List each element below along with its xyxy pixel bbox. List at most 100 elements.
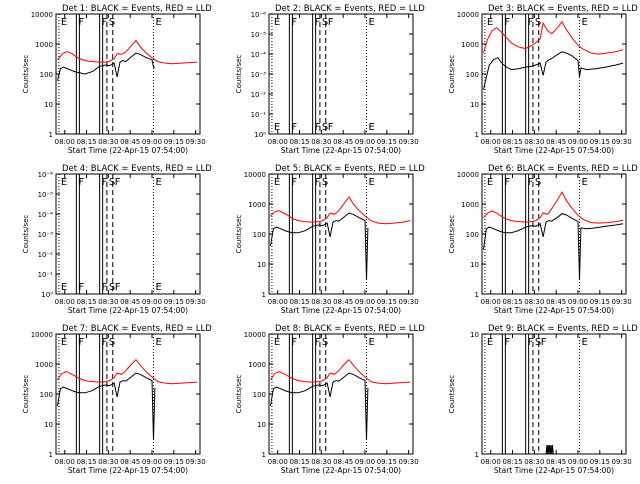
x-tick-label: 09:00 [568, 458, 588, 466]
y-tick-label: 10 [257, 421, 266, 429]
event-marker-label: F [528, 337, 534, 348]
y-tick-label: 10⁻⁵ [251, 31, 267, 39]
x-tick-label: 09:00 [142, 458, 162, 466]
x-tick-label: 09:15 [164, 138, 184, 146]
x-tick-label: 08:30 [311, 138, 331, 146]
event-marker-label: E [61, 177, 67, 188]
plot-title: Det 6: BLACK = Events, RED = LLD [488, 164, 638, 174]
y-tick-label: 10⁻⁴ [38, 211, 54, 219]
x-tick-label: 09:15 [590, 298, 610, 306]
x-tick-label: 09:15 [590, 458, 610, 466]
event-marker-label: S [109, 337, 115, 348]
detector-panel-4: Det 4: BLACK = Events, RED = LLD 10⁻⁶ 10⁻⁵… [22, 164, 212, 315]
y-tick-label: 10000 [31, 11, 53, 19]
event-marker-label: S [322, 122, 328, 133]
x-tick-label: 09:30 [612, 298, 632, 306]
y-tick-label: 10⁻³ [251, 71, 267, 79]
y-tick-label: 10000 [244, 331, 266, 339]
event-marker-label: S [322, 177, 328, 188]
x-tick-label: 09:00 [568, 138, 588, 146]
x-tick-label: 09:30 [186, 138, 206, 146]
event-marker-label: E [274, 122, 280, 133]
x-tick-label: 08:15 [289, 458, 309, 466]
y-tick-label: 10 [470, 101, 479, 109]
x-tick-label: 09:15 [377, 298, 397, 306]
lld-series-line [483, 191, 624, 224]
x-tick-label: 08:00 [481, 458, 501, 466]
x-tick-label: 09:15 [164, 458, 184, 466]
x-tick-label: 09:00 [568, 298, 588, 306]
detector-panel-2: Det 2: BLACK = Events, RED = LLD 10⁻⁶ 10⁻⁵… [235, 4, 425, 155]
event-marker-label: F [315, 177, 321, 188]
x-tick-label: 09:30 [186, 458, 206, 466]
y-tick-label: 1 [262, 291, 266, 299]
y-axis-label: Counts/sec [448, 375, 456, 414]
event-marker-label: F [315, 17, 321, 28]
event-marker-label: F [528, 177, 534, 188]
y-tick-label: 1000 [248, 361, 266, 369]
y-tick-label: 1000 [461, 201, 479, 209]
detector-panel-7: Det 7: BLACK = Events, RED = LLD10000100… [22, 324, 212, 475]
x-tick-label: 08:30 [98, 138, 118, 146]
event-marker-label: E [581, 177, 587, 188]
x-tick-label: 08:45 [546, 138, 566, 146]
event-marker-label: E [368, 177, 374, 188]
y-tick-label: 100 [40, 391, 53, 399]
events-series-line [270, 372, 369, 440]
y-axis-label: Counts/sec [235, 55, 243, 94]
event-marker-label: S [535, 177, 541, 188]
y-tick-label: 1 [49, 451, 53, 459]
events-series-line [270, 212, 369, 280]
plot-title: Det 2: BLACK = Events, RED = LLD [275, 4, 425, 14]
event-marker-label: S [322, 17, 328, 28]
start-time-label: Start Time (22-Apr-15 07:54:00) [68, 146, 188, 155]
event-marker-label: F [315, 337, 321, 348]
event-marker-label: E [487, 177, 493, 188]
y-axis-label: Counts/sec [235, 375, 243, 414]
y-tick-label: 1 [475, 131, 479, 139]
x-tick-label: 09:00 [355, 298, 375, 306]
x-tick-label: 08:15 [502, 458, 522, 466]
x-tick-label: 09:30 [399, 138, 419, 146]
x-tick-label: 08:15 [76, 458, 96, 466]
x-tick-label: 09:00 [142, 138, 162, 146]
y-tick-label: 10⁰ [254, 131, 266, 139]
plot-frame [55, 333, 201, 455]
plot-title: Det 7: BLACK = Events, RED = LLD [62, 324, 212, 334]
x-tick-label: 08:00 [55, 458, 75, 466]
plot-title: Det 5: BLACK = Events, RED = LLD [275, 164, 425, 174]
x-tick-label: 08:15 [289, 298, 309, 306]
event-marker-label: F [504, 177, 510, 188]
y-tick-label: 1000 [248, 201, 266, 209]
event-marker-label: E [581, 17, 587, 28]
y-tick-label: 1 [262, 451, 266, 459]
event-marker-label: F [78, 282, 84, 293]
y-tick-label: 10⁻² [38, 251, 54, 259]
event-marker-label: F [504, 17, 510, 28]
x-tick-label: 08:00 [481, 138, 501, 146]
y-tick-label: 100 [253, 231, 266, 239]
event-marker-label: F [78, 177, 84, 188]
x-tick-label: 08:00 [481, 298, 501, 306]
x-tick-label: 08:30 [311, 298, 331, 306]
event-marker-label: E [274, 17, 280, 28]
x-tick-label: 09:00 [355, 458, 375, 466]
event-marker-label: E [274, 337, 280, 348]
x-tick-label: 08:45 [333, 458, 353, 466]
event-marker-label: F [115, 177, 121, 188]
detector-panel-8: Det 8: BLACK = Events, RED = LLD10000100… [235, 324, 425, 475]
start-time-label: Start Time (22-Apr-15 07:54:00) [494, 466, 614, 475]
x-tick-label: 08:15 [76, 138, 96, 146]
x-tick-label: 09:15 [164, 298, 184, 306]
event-marker-label: E [155, 17, 161, 28]
y-tick-label: 10⁻⁶ [38, 171, 54, 179]
event-marker-label: E [581, 337, 587, 348]
y-tick-label: 10⁰ [41, 291, 53, 299]
events-series-line [483, 213, 624, 280]
event-marker-label: S [322, 337, 328, 348]
y-tick-label: 10000 [457, 11, 479, 19]
x-tick-label: 08:00 [268, 138, 288, 146]
y-tick-label: 1 [475, 451, 479, 459]
x-tick-label: 09:15 [377, 458, 397, 466]
event-marker-label: F [528, 17, 534, 28]
